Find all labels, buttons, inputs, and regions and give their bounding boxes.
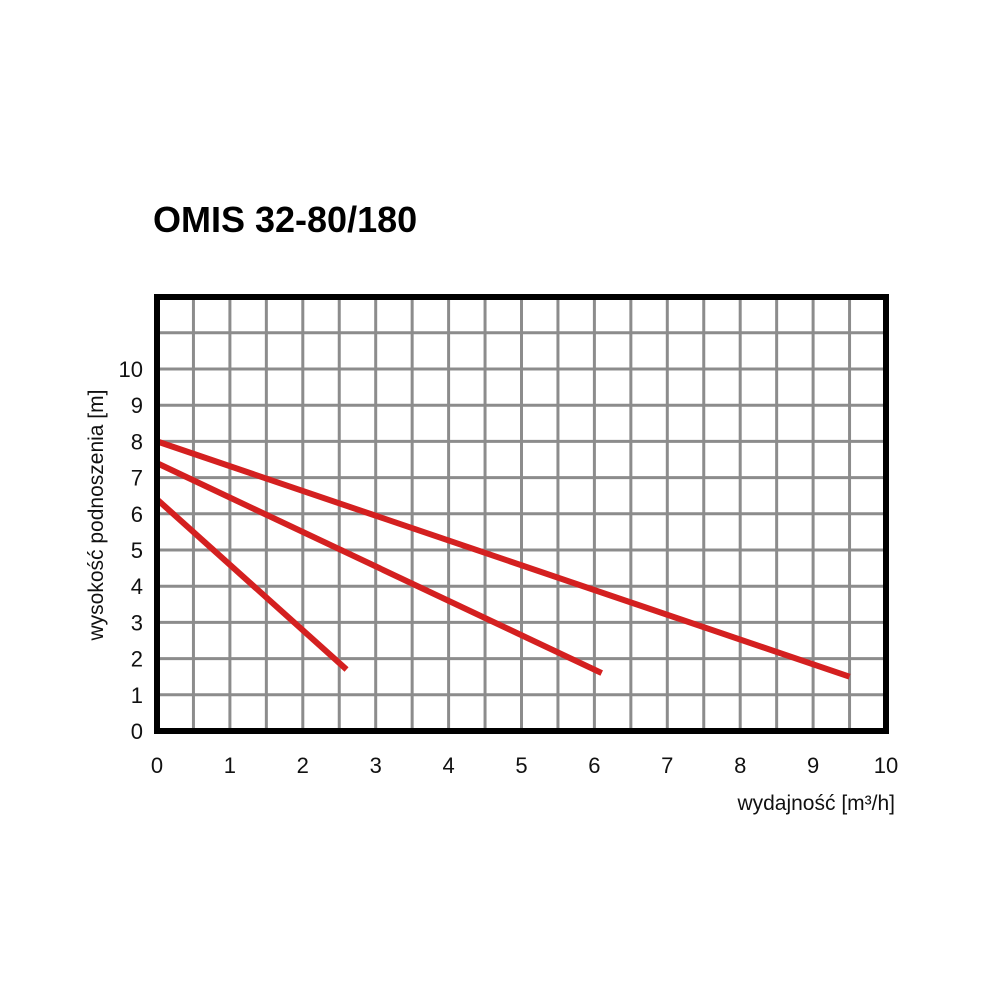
x-tick-label: 10 — [874, 753, 898, 778]
chart-title: OMIS 32-80/180 — [153, 199, 417, 240]
y-tick-label: 4 — [131, 574, 143, 599]
x-tick-labels: 0 1 2 3 4 5 6 7 8 9 10 — [151, 753, 898, 778]
chart-series — [154, 438, 851, 680]
x-tick-label: 9 — [807, 753, 819, 778]
y-tick-label: 5 — [131, 538, 143, 563]
y-tick-label: 2 — [131, 647, 143, 672]
x-tick-label: 3 — [370, 753, 382, 778]
series-line-3 — [156, 438, 851, 680]
y-tick-label: 9 — [131, 393, 143, 418]
y-axis-label: wysokość podnoszenia [m] — [85, 390, 108, 642]
y-tick-label: 6 — [131, 502, 143, 527]
x-tick-label: 0 — [151, 753, 163, 778]
y-tick-label: 3 — [131, 610, 143, 635]
y-tick-label: 0 — [131, 719, 143, 744]
x-tick-label: 4 — [442, 753, 454, 778]
x-tick-label: 8 — [734, 753, 746, 778]
x-tick-label: 5 — [515, 753, 527, 778]
plot-frame — [154, 294, 889, 734]
series-line-2 — [155, 460, 603, 676]
x-tick-label: 1 — [224, 753, 236, 778]
y-tick-label: 7 — [131, 466, 143, 491]
x-tick-label: 7 — [661, 753, 673, 778]
y-tick-label: 10 — [119, 357, 143, 382]
y-tick-labels: 0 1 2 3 4 5 6 7 8 9 10 — [119, 357, 143, 744]
chart-grid — [157, 297, 886, 731]
x-tick-label: 6 — [588, 753, 600, 778]
series-line-1 — [154, 497, 349, 672]
x-tick-label: 2 — [297, 753, 309, 778]
x-axis-label: wydajność [m³/h] — [736, 792, 895, 815]
y-tick-label: 1 — [131, 683, 143, 708]
y-tick-label: 8 — [131, 429, 143, 454]
